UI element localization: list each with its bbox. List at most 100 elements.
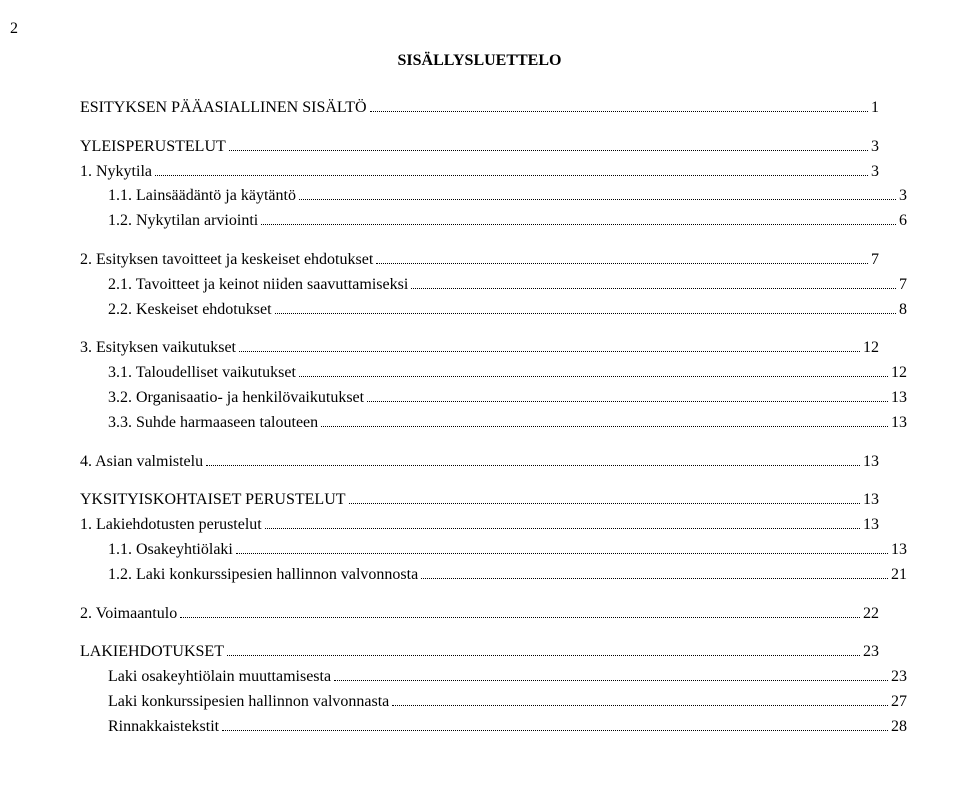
toc-leader-dots: [392, 691, 888, 706]
toc-entry: LAKIEHDOTUKSET 23: [80, 640, 879, 665]
toc-leader-dots: [229, 136, 868, 151]
toc-section: ESITYKSEN PÄÄASIALLINEN SISÄLTÖ 1: [80, 96, 879, 121]
toc-leader-dots: [299, 186, 896, 201]
toc-entry-page: 27: [891, 690, 907, 715]
toc-entry: 3.3. Suhde harmaaseen talouteen 13: [80, 411, 907, 436]
toc-entry-label: 4. Asian valmistelu: [80, 450, 203, 475]
toc-leader-dots: [227, 642, 860, 657]
toc-entry-label: Rinnakkaistekstit: [108, 715, 219, 740]
toc-leader-dots: [265, 515, 860, 530]
toc-entry: 1.2. Nykytilan arviointi 6: [80, 209, 907, 234]
toc-entry-label: 3.2. Organisaatio- ja henkilövaikutukset: [108, 386, 364, 411]
toc-subsection: 1. Nykytila 3 1.1. Lainsäädäntö ja käytänt…: [80, 160, 879, 234]
page-number: 2: [10, 20, 879, 38]
toc-entry-label: 2. Esityksen tavoitteet ja keskeiset ehd…: [80, 248, 373, 273]
document-title: SISÄLLYSLUETTELO: [80, 52, 879, 70]
toc-entry-label: 1.2. Laki konkurssipesien hallinnon valv…: [108, 563, 418, 588]
toc-entry-page: 3: [871, 160, 879, 185]
toc-entry: YKSITYISKOHTAISET PERUSTELUT 13: [80, 488, 879, 513]
toc-entry-label: ESITYKSEN PÄÄASIALLINEN SISÄLTÖ: [80, 96, 367, 121]
toc-entry-label: 1.2. Nykytilan arviointi: [108, 209, 258, 234]
toc-subsection: Laki osakeyhtiölain muuttamisesta23: [80, 665, 879, 690]
toc-entry: 1. Lakiehdotusten perustelut 13: [80, 513, 879, 538]
toc-entry: 2. Voimaantulo 22: [80, 602, 879, 627]
toc-entry-label: 3.1. Taloudelliset vaikutukset: [108, 361, 296, 386]
toc-entry-label: YLEISPERUSTELUT: [80, 135, 226, 160]
toc-entry-page: 8: [899, 298, 907, 323]
toc-leader-dots: [334, 667, 888, 682]
toc-entry-label: 3.3. Suhde harmaaseen talouteen: [108, 411, 318, 436]
toc-leader-dots: [261, 211, 896, 226]
toc-leader-dots: [370, 97, 868, 112]
toc-leader-dots: [421, 564, 888, 579]
toc-entry-label: 1. Nykytila: [80, 160, 152, 185]
toc-leader-dots: [222, 716, 888, 731]
toc-leader-dots: [321, 412, 888, 427]
toc-entry: 1.1. Osakeyhtiölaki 13: [80, 538, 907, 563]
toc-entry-label: Laki konkurssipesien hallinnon valvonnas…: [108, 690, 389, 715]
toc-entry: 3.1. Taloudelliset vaikutukset 12: [80, 361, 907, 386]
toc-entry-page: 23: [863, 640, 879, 665]
toc-entry-page: 13: [891, 538, 907, 563]
toc-entry-page: 7: [871, 248, 879, 273]
toc-entry-label: 1.1. Osakeyhtiölaki: [108, 538, 233, 563]
toc-entry-label: Laki osakeyhtiölain muuttamisesta: [108, 665, 331, 690]
toc-subsection: 3. Esityksen vaikutukset 12 3.1. Taloudell…: [80, 336, 879, 435]
toc-section: YLEISPERUSTELUT 3 1. Nykytila 3 1.1. Lainsää…: [80, 135, 879, 475]
toc-leader-dots: [411, 274, 896, 289]
toc-entry-page: 13: [863, 513, 879, 538]
toc-entry-page: 7: [899, 273, 907, 298]
toc-entry-page: 13: [863, 488, 879, 513]
toc-entry-page: 12: [891, 361, 907, 386]
toc-entry: 3. Esityksen vaikutukset 12: [80, 336, 879, 361]
toc-entry-label: 2.1. Tavoitteet ja keinot niiden saavutt…: [108, 273, 408, 298]
toc-leader-dots: [349, 490, 860, 505]
toc-entry-label: 2.2. Keskeiset ehdotukset: [108, 298, 272, 323]
toc-entry-page: 22: [863, 602, 879, 627]
toc-entry-page: 3: [899, 184, 907, 209]
toc-entry-page: 12: [863, 336, 879, 361]
toc-entry-page: 28: [891, 715, 907, 740]
toc-entry-page: 23: [891, 665, 907, 690]
toc-entry-label: YKSITYISKOHTAISET PERUSTELUT: [80, 488, 346, 513]
toc-entry-page: 13: [891, 411, 907, 436]
toc-subsection: 2. Esityksen tavoitteet ja keskeiset ehd…: [80, 248, 879, 322]
toc-subsection: 1. Lakiehdotusten perustelut 13 1.1. Osake…: [80, 513, 879, 587]
toc-entry: 2.1. Tavoitteet ja keinot niiden saavutt…: [80, 273, 907, 298]
toc-entry: YLEISPERUSTELUT 3: [80, 135, 879, 160]
toc-entry: 3.2. Organisaatio- ja henkilövaikutukset…: [80, 386, 907, 411]
toc-subsection: 2. Voimaantulo 22: [80, 602, 879, 627]
toc-entry-page: 6: [899, 209, 907, 234]
toc-entry: 2. Esityksen tavoitteet ja keskeiset ehd…: [80, 248, 879, 273]
toc-leader-dots: [206, 451, 860, 466]
toc-entry: 1.1. Lainsäädäntö ja käytäntö 3: [80, 184, 907, 209]
toc-entry-label: LAKIEHDOTUKSET: [80, 640, 224, 665]
toc-entry-label: 1. Lakiehdotusten perustelut: [80, 513, 262, 538]
toc-leader-dots: [275, 299, 896, 314]
toc-entry: Laki konkurssipesien hallinnon valvonnas…: [80, 690, 907, 715]
toc-entry: 4. Asian valmistelu 13: [80, 450, 879, 475]
toc-subsection: Laki konkurssipesien hallinnon valvonnas…: [80, 690, 879, 715]
toc-entry-label: 1.1. Lainsäädäntö ja käytäntö: [108, 184, 296, 209]
toc-entry-label: 3. Esityksen vaikutukset: [80, 336, 236, 361]
toc-entry-page: 21: [891, 563, 907, 588]
toc-entry-label: 2. Voimaantulo: [80, 602, 177, 627]
toc-leader-dots: [155, 161, 868, 176]
toc-section: YKSITYISKOHTAISET PERUSTELUT131. Lakiehd…: [80, 488, 879, 626]
toc-entry-page: 1: [871, 96, 879, 121]
toc-entry: 2.2. Keskeiset ehdotukset 8: [80, 298, 907, 323]
toc-entry-page: 13: [891, 386, 907, 411]
toc-entry: Laki osakeyhtiölain muuttamisesta 23: [80, 665, 907, 690]
toc-leader-dots: [239, 338, 860, 353]
toc-entry-page: 13: [863, 450, 879, 475]
toc-section: LAKIEHDOTUKSET23Laki osakeyhtiölain muut…: [80, 640, 879, 739]
toc-entry-page: 3: [871, 135, 879, 160]
toc-subsection: Rinnakkaistekstit28: [80, 715, 879, 740]
toc-entry: 1. Nykytila 3: [80, 160, 879, 185]
toc-leader-dots: [180, 603, 860, 618]
toc-subsection: 4. Asian valmistelu 13: [80, 450, 879, 475]
toc-leader-dots: [299, 363, 888, 378]
toc-leader-dots: [236, 539, 888, 554]
toc-leader-dots: [376, 249, 868, 264]
toc-entry: ESITYKSEN PÄÄASIALLINEN SISÄLTÖ 1: [80, 96, 879, 121]
